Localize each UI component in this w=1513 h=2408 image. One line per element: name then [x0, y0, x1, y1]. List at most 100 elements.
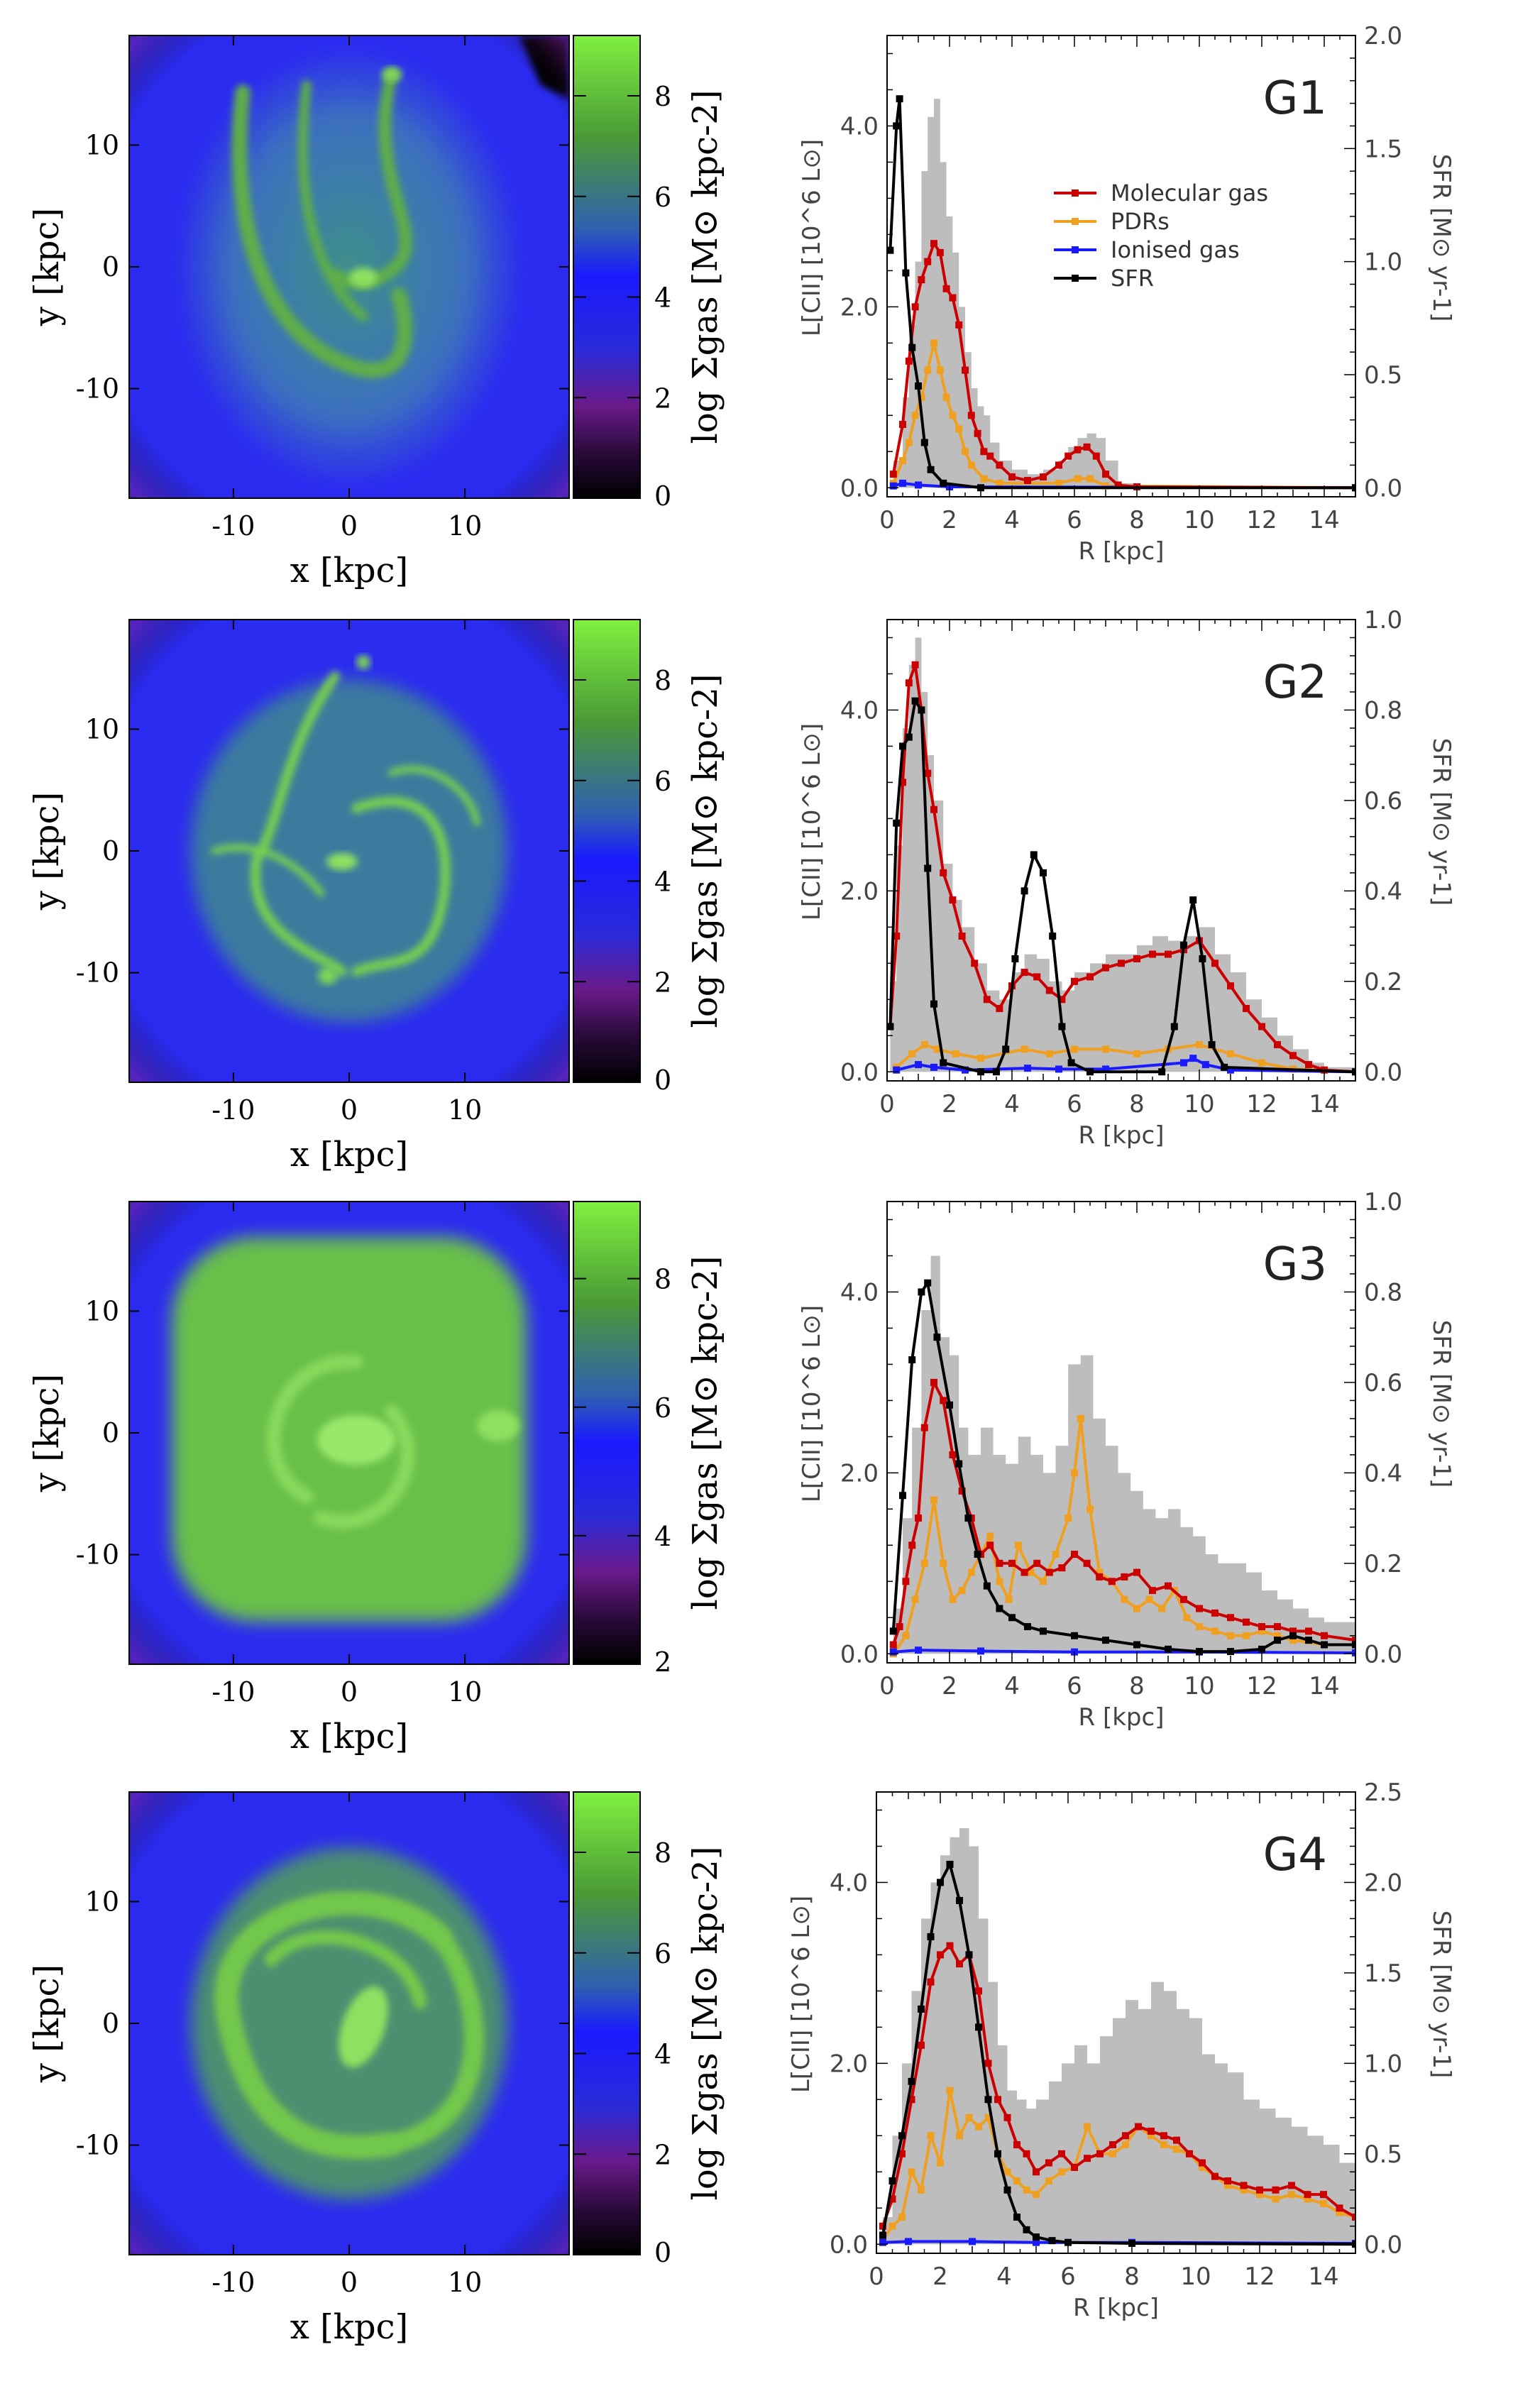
- ionised-marker: [977, 1647, 984, 1655]
- ionised-marker: [1189, 1055, 1197, 1062]
- molecular-marker: [911, 661, 919, 669]
- ionised-marker: [915, 1646, 922, 1654]
- molecular-marker: [949, 896, 957, 904]
- pdr-marker: [986, 1532, 994, 1540]
- molecular-marker: [1165, 950, 1172, 958]
- pdr-marker: [1258, 1059, 1265, 1067]
- y-axis-label: L[CII] [10^6 L⊙]: [787, 1896, 815, 2093]
- pdr-marker: [1121, 1595, 1128, 1603]
- y2-tick-label: 1.0: [1364, 248, 1402, 277]
- chart-g4: 0 2 4 6 8 10 12 14 R [kpc] 0.0 2.0 4.0 L[CII] [10^6 …: [787, 1778, 1456, 2322]
- colorbar: [573, 35, 641, 499]
- molecular-marker: [930, 1378, 937, 1386]
- sfr-marker: [1049, 933, 1057, 940]
- colorbar-tick-label: 6: [654, 1392, 671, 1424]
- x-tick-label: 14: [1309, 506, 1339, 534]
- ionised-marker: [893, 1066, 901, 1074]
- sfr-marker: [927, 466, 935, 473]
- pdr-marker: [902, 1632, 910, 1639]
- pdr-marker: [955, 425, 963, 433]
- molecular-marker: [899, 421, 906, 429]
- molecular-marker: [980, 448, 988, 456]
- molecular-marker: [888, 2195, 896, 2203]
- sfr-marker: [1352, 1641, 1355, 1649]
- sfr-marker: [974, 1551, 981, 1558]
- y2-tick-label: 0.8: [1364, 1278, 1402, 1307]
- pdr-marker: [1122, 2141, 1129, 2149]
- pdr-marker: [946, 2087, 954, 2094]
- molecular-marker: [949, 1451, 957, 1458]
- molecular-marker: [1024, 477, 1031, 485]
- y2-tick-label: 1.0: [1364, 606, 1402, 634]
- x-tick-label: 12: [1246, 1672, 1277, 1700]
- sfr-marker: [1208, 1041, 1216, 1049]
- pdr-marker: [898, 2214, 906, 2221]
- ionised-marker: [1180, 1059, 1187, 1067]
- molecular-marker: [1180, 1595, 1187, 1603]
- map-y-tick-label: 10: [85, 129, 119, 160]
- pdr-marker: [1256, 2191, 1263, 2199]
- molecular-marker: [1227, 982, 1234, 990]
- colorbar-tick-label: 4: [654, 867, 671, 898]
- panel-title: G1: [1263, 72, 1327, 125]
- molecular-marker: [1020, 1568, 1028, 1576]
- x-axis-label: R [kpc]: [1073, 2294, 1159, 2322]
- molecular-marker: [1083, 443, 1091, 451]
- pdr-marker: [1145, 1595, 1153, 1603]
- pdr-marker: [967, 461, 975, 469]
- pdr-marker: [942, 393, 950, 401]
- pdr-marker: [1196, 1041, 1203, 1049]
- molecular-marker: [1352, 2214, 1355, 2221]
- sfr-marker: [940, 479, 947, 487]
- molecular-marker: [930, 806, 937, 813]
- molecular-marker: [1058, 2150, 1065, 2157]
- y2-tick-label: 0.6: [1364, 787, 1402, 815]
- maps-layer: -10 0 10 10 0 -10 x [kpc] y [kpc] 8 6 4 2 0 log Σgas …: [27, 35, 725, 2347]
- sfr-marker: [996, 1605, 1003, 1612]
- map-y-axis-label: y [kpc]: [27, 792, 67, 911]
- molecular-marker: [905, 357, 913, 365]
- x-tick-label: 8: [1129, 1090, 1145, 1118]
- pdr-marker: [967, 1568, 975, 1576]
- sfr-marker: [1067, 1059, 1075, 1067]
- molecular-marker: [1083, 1559, 1091, 1567]
- map-y-axis-label: y [kpc]: [27, 1964, 67, 2084]
- molecular-marker: [1135, 2123, 1142, 2131]
- molecular-marker: [940, 869, 947, 876]
- y-tick-label: 2.0: [830, 2050, 868, 2078]
- panel-title: G3: [1263, 1238, 1327, 1291]
- x-tick-label: 10: [1184, 506, 1214, 534]
- molecular-marker: [898, 2150, 906, 2157]
- map-edge-shading: [129, 1792, 569, 2255]
- molecular-marker: [1102, 471, 1109, 478]
- sfr-marker: [902, 269, 910, 277]
- pdr-marker: [888, 2222, 896, 2230]
- pdr-marker: [1274, 1632, 1281, 1639]
- sfr-marker: [956, 1896, 963, 1904]
- pdr-marker: [1040, 1578, 1047, 1585]
- map-x-tick-label: -10: [211, 1094, 255, 1126]
- gas-map-panel-g3: -10 0 10 10 0 -10 x [kpc] y [kpc] 8 6 4 2 log Σgas […: [27, 1201, 725, 1756]
- plot-area: [887, 95, 1355, 492]
- sfr-marker: [915, 382, 922, 390]
- sfr-marker: [1023, 2226, 1030, 2233]
- colorbar-tick-label: 2: [654, 1646, 671, 1678]
- colorbar-tick-label: 8: [654, 665, 671, 696]
- sfr-marker: [898, 2132, 906, 2140]
- molecular-marker: [1289, 1052, 1297, 1060]
- molecular-marker: [946, 1942, 954, 1950]
- legend-marker: [1072, 189, 1079, 197]
- legend-marker: [1072, 246, 1079, 253]
- pdr-marker: [1014, 1541, 1022, 1549]
- pdr-marker: [1064, 1514, 1072, 1522]
- sfr-marker: [918, 706, 925, 714]
- map-y-tick-label: 0: [102, 1417, 119, 1448]
- pdr-marker: [1096, 1568, 1104, 1576]
- pdr-marker: [908, 1050, 916, 1057]
- x-tick-label: 0: [879, 1090, 895, 1118]
- y-tick-label: 4.0: [840, 1278, 879, 1307]
- pdr-marker: [1133, 1605, 1140, 1612]
- map-x-tick-label: -10: [211, 510, 255, 541]
- sfr-marker: [1003, 2186, 1011, 2194]
- molecular-marker: [956, 1960, 963, 1968]
